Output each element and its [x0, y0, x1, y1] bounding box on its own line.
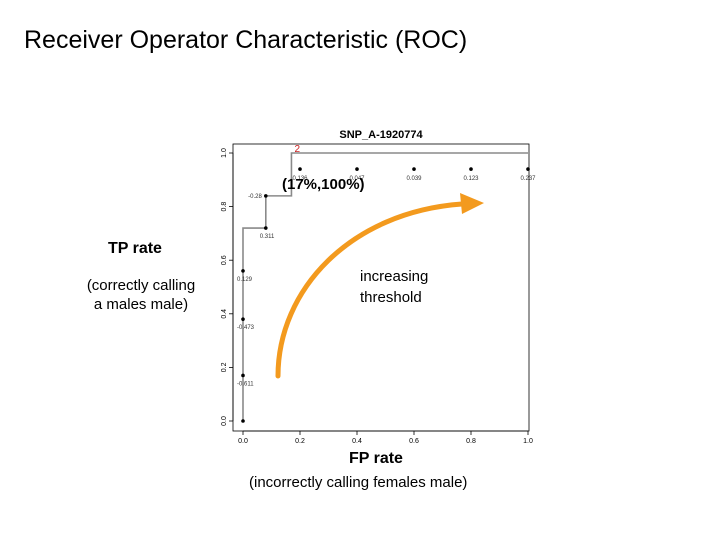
y-tick-label: 0.6	[221, 255, 228, 265]
y-axis: 0.0 0.2 0.4 0.6 0.8 1.0	[221, 148, 234, 426]
point-label: -0.473	[237, 325, 255, 331]
tp-desc-line1: (correctly calling	[86, 277, 196, 294]
point-label: 0.237	[520, 176, 536, 182]
point-label: 2	[294, 144, 300, 155]
roc-points-group: -0.611 -0.473 0.129 0.311 -0.28 2 0.136 0.047 0.…	[237, 144, 536, 423]
fp-rate-label: FP rate	[349, 450, 403, 467]
highlight-point-label: (17%,100%)	[282, 176, 365, 193]
point-label: 0.039	[406, 176, 422, 182]
roc-point	[526, 167, 530, 171]
point-label: 0.047	[349, 176, 365, 182]
point-label: 0.129	[237, 277, 253, 283]
slide-title: Receiver Operator Characteristic (ROC)	[24, 26, 468, 54]
tp-desc-line2: a males male)	[93, 296, 189, 313]
y-tick-label: 1.0	[221, 148, 228, 158]
roc-point	[241, 317, 245, 321]
y-tick-label: 0.8	[221, 202, 228, 212]
increasing-threshold-label: increasing threshold	[360, 266, 428, 308]
chart-title: SNP_A-1920774	[339, 129, 423, 141]
roc-point	[412, 167, 416, 171]
x-tick-label: 0.4	[352, 438, 362, 445]
threshold-line2: threshold	[360, 289, 422, 306]
y-tick-label: 0.0	[221, 416, 228, 426]
point-label: 0.123	[463, 176, 479, 182]
x-tick-label: 0.8	[466, 438, 476, 445]
x-tick-label: 0.2	[295, 438, 305, 445]
roc-point	[241, 373, 245, 378]
point-label: 0.136	[292, 176, 308, 182]
tp-rate-description: (correctly calling a males male)	[66, 276, 216, 314]
tp-rate-label: TP rate	[108, 240, 162, 257]
fp-rate-description: (incorrectly calling females male)	[249, 474, 468, 491]
threshold-arrow-shaft	[275, 201, 465, 379]
threshold-line1: increasing	[360, 268, 429, 285]
y-tick-label: 0.4	[221, 309, 228, 319]
threshold-arrow-head	[460, 193, 484, 214]
x-tick-label: 1.0	[523, 438, 533, 445]
x-tick-label: 0.0	[238, 438, 248, 445]
roc-point	[264, 194, 268, 198]
x-axis: 0.0 0.2 0.4 0.6 0.8 1.0	[238, 430, 533, 445]
threshold-arrow-group	[275, 193, 484, 379]
x-tick-label: 0.6	[409, 438, 419, 445]
y-tick-label: 0.2	[221, 362, 228, 372]
point-label: -0.611	[237, 381, 254, 387]
point-label: 0.311	[260, 234, 275, 240]
roc-point	[241, 269, 245, 273]
roc-point	[298, 167, 302, 171]
roc-point	[355, 167, 359, 171]
point-label: -0.28	[248, 194, 262, 200]
roc-point	[469, 167, 473, 171]
roc-point	[264, 226, 268, 230]
roc-point	[241, 419, 245, 423]
